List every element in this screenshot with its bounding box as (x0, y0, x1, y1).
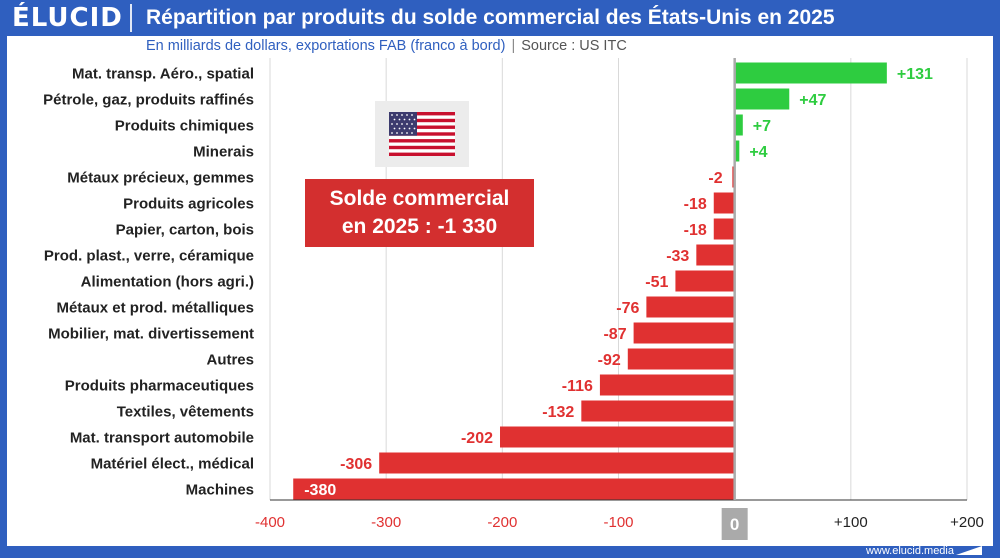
category-label: Produits chimiques (115, 118, 254, 135)
x-tick-label: -200 (487, 514, 517, 531)
category-label: Mat. transp. Aéro., spatial (72, 66, 254, 83)
bar (734, 140, 740, 162)
category-label: Autres (206, 352, 254, 369)
callout-line-2: en 2025 : -1 330 (341, 215, 498, 238)
bar (633, 322, 735, 344)
us-flag-graphic (389, 112, 455, 156)
bar (713, 218, 735, 240)
value-label: -116 (562, 378, 593, 395)
category-label: Mat. transport automobile (70, 430, 254, 447)
value-label: -51 (645, 274, 668, 291)
category-label: Produits pharmaceutiques (65, 378, 254, 395)
x-tick-label: 0 (730, 515, 739, 534)
value-label: -2 (708, 170, 722, 187)
x-tick-label: +100 (834, 514, 868, 531)
value-label: -306 (340, 456, 372, 473)
x-tick-label: -100 (603, 514, 633, 531)
header-divider (130, 4, 132, 32)
category-label: Matériel élect., médical (91, 456, 254, 473)
bar (713, 192, 735, 214)
left-frame-border (0, 36, 7, 558)
bar (734, 114, 743, 136)
subtitle-source: Source : US ITC (521, 38, 627, 54)
bar (734, 62, 887, 84)
category-label: Prod. plast., verre, céramique (44, 248, 254, 265)
bar (646, 296, 735, 318)
category-label: Métaux et prod. métalliques (56, 300, 254, 317)
x-tick-label: +200 (950, 514, 984, 531)
category-label: Métaux précieux, gemmes (67, 170, 254, 187)
bar (293, 478, 735, 500)
chart-subtitle: En milliards de dollars, exportations FA… (146, 38, 627, 54)
bar (734, 88, 790, 110)
us-flag-icon (375, 101, 469, 167)
subtitle-units: En milliards de dollars, exportations FA… (146, 38, 506, 54)
x-tick-label: -300 (371, 514, 401, 531)
value-label: -76 (616, 300, 639, 317)
value-label: -380 (304, 482, 336, 499)
footer-url[interactable]: www.elucid.media (865, 545, 954, 557)
bar (627, 348, 735, 370)
category-label: Produits agricoles (123, 196, 254, 213)
value-label: -33 (666, 248, 689, 265)
trade-balance-callout: Solde commercial en 2025 : -1 330 (305, 179, 534, 247)
value-label: -87 (603, 326, 626, 343)
value-label: +47 (799, 92, 826, 109)
value-label: +4 (749, 144, 767, 161)
bar (379, 452, 735, 474)
value-label: -202 (461, 430, 493, 447)
bar (581, 400, 735, 422)
category-label: Alimentation (hors agri.) (81, 274, 254, 291)
bar (675, 270, 735, 292)
x-tick-label: -400 (255, 514, 285, 531)
right-frame-border (993, 36, 1000, 558)
value-label: -18 (684, 222, 707, 239)
category-label: Mobilier, mat. divertissement (48, 326, 254, 343)
footer-bar (0, 546, 1000, 558)
zero-tick-box (721, 508, 748, 540)
value-label: -92 (598, 352, 621, 369)
bar (696, 244, 735, 266)
value-label: +7 (753, 118, 771, 135)
subtitle-separator: | (511, 38, 516, 54)
category-label: Machines (186, 482, 254, 499)
page-title: Répartition par produits du solde commer… (146, 6, 835, 29)
bar (500, 426, 735, 448)
category-label: Papier, carton, bois (116, 222, 254, 239)
bar (599, 374, 735, 396)
category-label: Minerais (193, 144, 254, 161)
footer-logo-icon (956, 546, 982, 555)
category-label: Textiles, vêtements (117, 404, 254, 421)
header-bar (0, 0, 1000, 36)
value-label: -18 (684, 196, 707, 213)
category-label: Pétrole, gaz, produits raffinés (43, 92, 254, 109)
brand-logo[interactable]: ÉLUCID (12, 3, 123, 33)
value-label: -132 (542, 404, 574, 421)
value-label: +131 (897, 66, 933, 83)
callout-line-1: Solde commercial (329, 187, 510, 210)
